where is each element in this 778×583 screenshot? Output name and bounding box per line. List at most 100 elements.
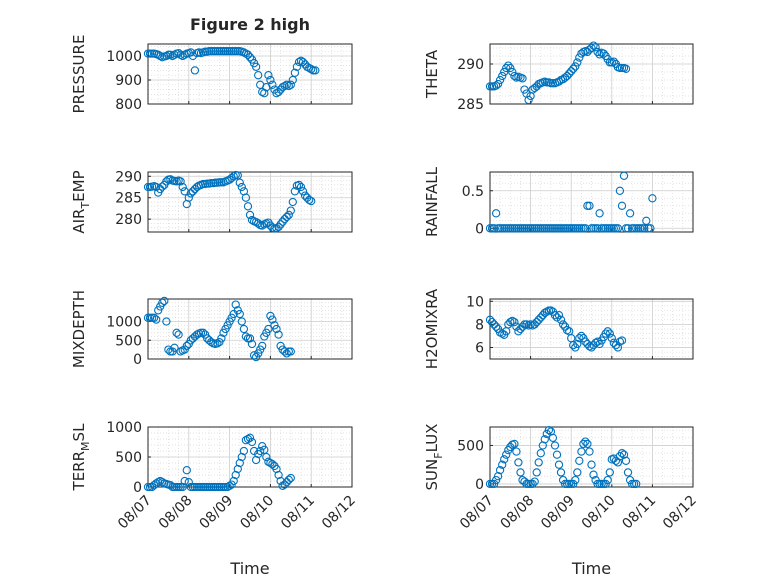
data-point (170, 482, 179, 492)
data-point (587, 343, 596, 352)
x-tick-label: 08/11 (278, 493, 318, 533)
data-point (613, 224, 623, 233)
y-tick-label: 0.5 (462, 184, 484, 200)
data-point (305, 195, 314, 205)
data-point (217, 178, 226, 187)
data-point (623, 224, 633, 233)
data-point (176, 482, 185, 492)
x-tick-label: 08/09 (197, 493, 237, 533)
y-axis-label: H2OMIXRA (423, 288, 441, 369)
data-point (268, 315, 277, 324)
data-point (268, 80, 277, 89)
data-point (585, 201, 594, 210)
data-point (615, 186, 625, 195)
y-tick-label: 285 (457, 97, 484, 113)
data-point (601, 329, 610, 338)
y-tick-label: 6 (475, 340, 484, 356)
data-point (282, 80, 291, 89)
data-point (589, 470, 598, 479)
data-point (562, 224, 572, 233)
data-point (239, 48, 249, 57)
y-tick-label: 285 (115, 191, 142, 207)
data-point (514, 224, 523, 233)
data-point (562, 71, 572, 81)
data-point (534, 458, 543, 467)
y-tick-label: 1000 (106, 420, 142, 436)
data-point (280, 347, 289, 356)
data-point (532, 317, 541, 327)
data-point (278, 217, 287, 226)
data-point (235, 309, 244, 319)
y-tick-label: 900 (115, 73, 142, 89)
y-axis-label: TERRMSL (70, 423, 92, 492)
data-point (243, 202, 253, 211)
data-point (502, 63, 511, 73)
data-point (593, 47, 602, 57)
data-point (286, 80, 295, 89)
data-point (302, 62, 312, 71)
data-point (288, 75, 297, 85)
data-point (217, 482, 226, 492)
data-point (241, 436, 251, 445)
data-point (172, 328, 181, 337)
data-point (508, 316, 517, 326)
y-axis-label-subscript: F (432, 452, 445, 458)
data-point (644, 224, 653, 233)
x-tick-label: 08/08 (156, 493, 196, 533)
data-point (152, 315, 161, 324)
data-point (162, 51, 171, 61)
data-point (200, 482, 210, 492)
data-point (190, 66, 200, 75)
data-point (251, 62, 261, 71)
data-point (298, 187, 308, 196)
data-point (609, 57, 618, 66)
data-point (188, 51, 198, 61)
data-point (241, 332, 251, 341)
data-point (284, 475, 293, 484)
data-point (166, 50, 175, 59)
y-tick-label: 10 (466, 294, 484, 310)
data-point (235, 458, 244, 468)
data-point (182, 466, 191, 475)
data-point (518, 322, 527, 331)
data-point (184, 193, 193, 202)
data-point (552, 313, 562, 322)
x-tick-label: 08/09 (538, 493, 578, 533)
data-point (180, 476, 189, 486)
subplot-4: 0 0.5 RAINFALL (423, 166, 694, 237)
data-point (288, 197, 297, 207)
data-point (642, 216, 651, 225)
data-point (296, 182, 306, 192)
data-point (569, 64, 578, 73)
data-point (200, 47, 210, 56)
data-point (176, 177, 185, 186)
data-point (593, 224, 602, 233)
data-point (552, 450, 562, 459)
data-point (307, 65, 316, 74)
series-markers (143, 170, 316, 233)
subplot-3: 280 285 290 AIRTEMP (70, 169, 353, 234)
data-point (648, 194, 657, 203)
data-point (581, 224, 590, 233)
y-tick-label: 0 (475, 221, 484, 237)
data-point (294, 180, 304, 190)
data-point (266, 75, 275, 85)
data-point (603, 224, 612, 233)
data-point (311, 66, 320, 75)
data-point (514, 327, 523, 336)
data-point (587, 43, 596, 53)
data-point (286, 347, 295, 356)
data-point (621, 456, 631, 465)
data-point (589, 41, 598, 50)
data-point (585, 447, 594, 456)
x-tick-label: 08/10 (579, 493, 619, 533)
data-point (154, 50, 163, 59)
y-axis-label-tail: SL (70, 423, 88, 442)
data-point (615, 337, 625, 346)
data-point (599, 49, 608, 58)
data-point (508, 67, 517, 77)
data-point (629, 479, 639, 489)
data-point (569, 224, 578, 233)
data-point (495, 75, 505, 85)
